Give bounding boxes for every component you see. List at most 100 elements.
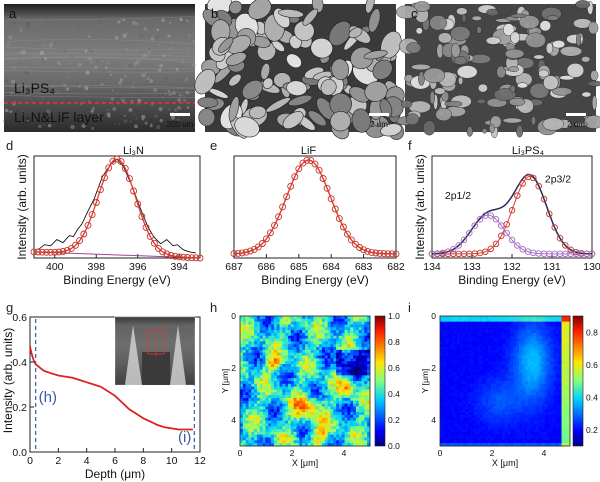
heatmap-cell xyxy=(268,338,272,342)
heatmap-cell xyxy=(456,381,461,385)
heatmap-cell xyxy=(448,369,452,373)
heatmap-cell xyxy=(561,335,565,339)
heatmap-cell xyxy=(333,369,337,373)
heatmap-cell xyxy=(344,318,348,322)
heatmap-cell xyxy=(530,369,534,373)
heatmap-cell xyxy=(550,375,554,379)
heatmap-cell xyxy=(262,437,266,441)
heatmap-cell xyxy=(341,389,345,393)
heatmap-cell xyxy=(564,332,568,337)
heatmap-cell xyxy=(262,417,266,421)
heatmap-cell xyxy=(516,327,520,331)
heatmap-cell xyxy=(313,341,317,345)
heatmap-cell xyxy=(296,403,300,407)
heatmap-cell xyxy=(364,395,368,399)
heatmap-cell xyxy=(245,378,249,382)
heatmap-cell xyxy=(364,341,368,345)
heatmap-cell xyxy=(347,403,351,407)
heatmap-cell xyxy=(279,330,283,334)
heatmap-cell xyxy=(547,406,551,410)
heatmap-cell xyxy=(456,349,461,354)
heatmap-cell xyxy=(507,327,511,331)
heatmap-cell xyxy=(550,403,554,407)
heatmap-cell xyxy=(448,409,452,413)
heatmap-cell xyxy=(561,429,565,433)
x-tick-label: 10 xyxy=(166,455,178,467)
heatmap-cell xyxy=(276,400,280,404)
heatmap-cell xyxy=(285,383,289,387)
heatmap-cell xyxy=(544,417,548,421)
heatmap-cell xyxy=(367,358,371,362)
heatmap-cell xyxy=(355,369,359,373)
heatmap-cell xyxy=(555,369,559,373)
heatmap-cell xyxy=(307,369,311,373)
heatmap-cell xyxy=(268,321,272,325)
heatmap-cell xyxy=(288,389,292,393)
heatmap-cell xyxy=(254,349,258,354)
heatmap-cell xyxy=(547,330,551,334)
heatmap-cell xyxy=(364,347,368,351)
heatmap-cell xyxy=(242,409,246,413)
heatmap-cell xyxy=(282,324,286,328)
heatmap-cell xyxy=(361,414,365,419)
heatmap-cell xyxy=(476,324,480,328)
heatmap-cell xyxy=(324,426,328,430)
heatmap-cell xyxy=(288,381,292,385)
heatmap-cell xyxy=(445,443,449,447)
heatmap-cell xyxy=(353,316,357,320)
heatmap-cell xyxy=(538,386,543,390)
heatmap-cell xyxy=(324,330,328,334)
heatmap-cell xyxy=(313,358,317,362)
heatmap-cell xyxy=(451,437,455,441)
heatmap-cell xyxy=(567,347,571,351)
heatmap-cell xyxy=(330,355,334,359)
heatmap-cell xyxy=(456,431,461,435)
heatmap-cell xyxy=(454,347,458,351)
heatmap-cell xyxy=(355,375,359,379)
heatmap-cell xyxy=(462,443,466,447)
heatmap-cell xyxy=(553,318,557,322)
heatmap-cell xyxy=(245,412,249,416)
heatmap-cell xyxy=(527,318,531,322)
heatmap-cell xyxy=(561,426,565,430)
heatmap-cell xyxy=(254,332,258,337)
heatmap-cell xyxy=(547,341,551,345)
heatmap-cell xyxy=(285,423,289,427)
heatmap-cell xyxy=(276,426,280,430)
heatmap-cell xyxy=(445,361,449,365)
heatmap-cell xyxy=(279,341,283,345)
heatmap-cell xyxy=(476,352,480,356)
heatmap-cell xyxy=(493,355,497,359)
heatmap-cell xyxy=(338,420,343,424)
heatmap-cell xyxy=(341,400,345,404)
heatmap-cell xyxy=(302,375,306,379)
heatmap-cell xyxy=(344,355,348,359)
panel-b: b 2 um xyxy=(194,0,405,140)
heatmap-cell xyxy=(327,392,331,396)
heatmap-cell xyxy=(259,335,263,339)
heatmap-cell xyxy=(550,417,554,421)
heatmap-cell xyxy=(476,437,480,441)
heatmap-cell xyxy=(505,375,509,379)
heatmap-cell xyxy=(521,349,526,354)
heatmap-cell xyxy=(451,358,455,362)
heatmap-cell xyxy=(358,423,362,427)
heatmap-cell xyxy=(273,378,278,382)
heatmap-cell xyxy=(445,406,449,410)
heatmap-cell xyxy=(451,400,455,404)
heatmap-cell xyxy=(454,375,458,379)
heatmap-cell xyxy=(524,381,528,385)
heatmap-cell xyxy=(293,378,297,382)
heatmap-cell xyxy=(240,324,244,328)
heatmap-cell xyxy=(527,389,531,393)
heatmap-cell xyxy=(465,335,469,339)
heatmap-cell xyxy=(510,366,514,370)
heatmap-cell xyxy=(558,406,562,410)
heatmap-cell xyxy=(502,414,506,419)
heatmap-cell xyxy=(338,426,343,430)
heatmap-cell xyxy=(256,332,261,337)
heatmap-cell xyxy=(248,403,252,407)
x-tick-label: 4 xyxy=(84,455,90,467)
heatmap-cell xyxy=(476,355,480,359)
heatmap-cell xyxy=(541,434,545,438)
